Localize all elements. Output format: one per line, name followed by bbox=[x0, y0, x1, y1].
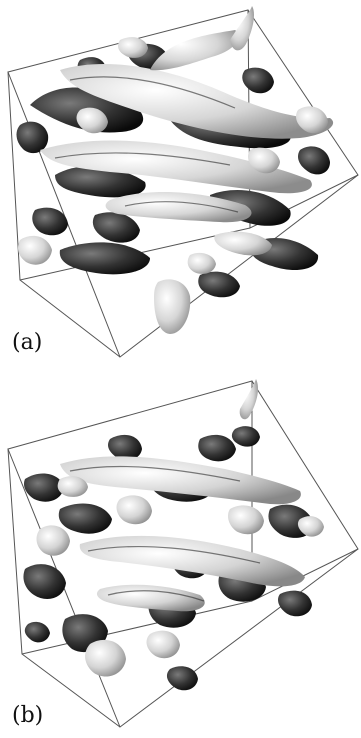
panel-a: (a) bbox=[7, 6, 359, 358]
panel-label-a: (a) bbox=[12, 330, 43, 355]
panel-b: (b) bbox=[0, 369, 361, 738]
shading-strokes bbox=[54, 76, 239, 213]
shading-strokes bbox=[69, 465, 261, 602]
light-structures bbox=[36, 379, 324, 677]
isosurface-render-b bbox=[7, 379, 359, 728]
light-structures bbox=[18, 6, 334, 334]
isosurface-render-a bbox=[7, 6, 359, 358]
panel-label-b: (b) bbox=[12, 703, 44, 728]
